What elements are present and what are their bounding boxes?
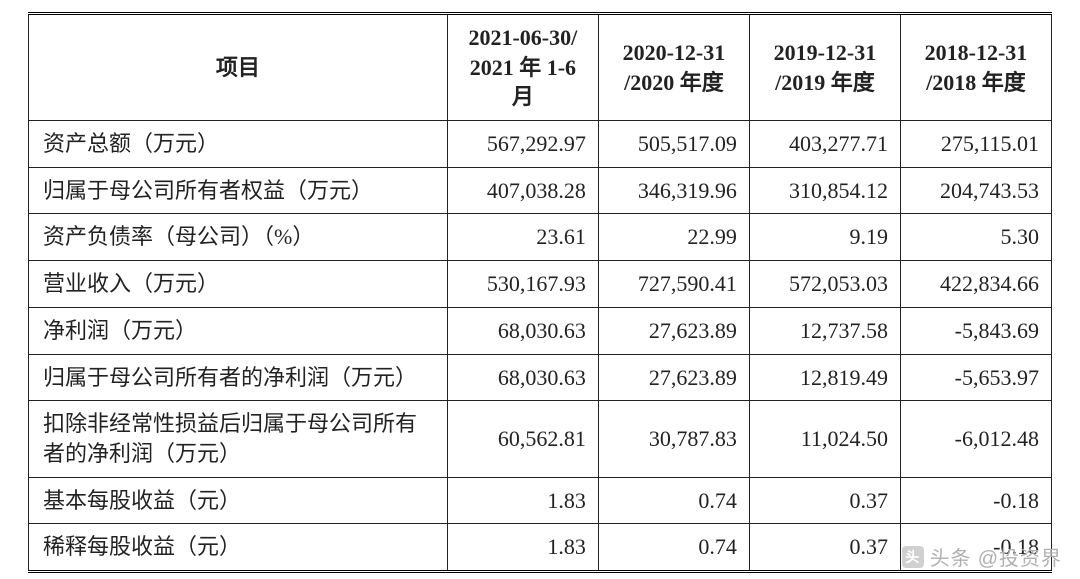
cell-value: 422,834.66 [900,261,1051,308]
table-row: 净利润（万元）68,030.6327,623.8912,737.58-5,843… [29,307,1052,354]
table-row: 营业收入（万元）530,167.93727,590.41572,053.0342… [29,261,1052,308]
row-label: 资产总额（万元） [29,121,448,168]
table-body: 资产总额（万元）567,292.97505,517.09403,277.7127… [29,121,1052,572]
col-header-2019: 2019-12-31 /2019 年度 [749,14,900,121]
cell-value: 407,038.28 [447,167,598,214]
col-header-2020-l1: 2020-12-31 [623,40,726,65]
col-header-2018-l1: 2018-12-31 [925,40,1028,65]
financial-table: 项目 2021-06-30/ 2021 年 1-6 月 2020-12-31 /… [28,12,1052,573]
cell-value: 68,030.63 [447,354,598,401]
cell-value: 27,623.89 [598,307,749,354]
table-row: 资产总额（万元）567,292.97505,517.09403,277.7127… [29,121,1052,168]
cell-value: 403,277.71 [749,121,900,168]
cell-value: 310,854.12 [749,167,900,214]
cell-value: 204,743.53 [900,167,1051,214]
cell-value: -0.18 [900,524,1051,572]
col-header-item-label: 项目 [216,55,260,80]
cell-value: 22.99 [598,214,749,261]
row-label: 归属于母公司所有者的净利润（万元） [29,354,448,401]
col-header-2020-l2: /2020 年度 [624,70,724,95]
cell-value: 567,292.97 [447,121,598,168]
row-label: 归属于母公司所有者权益（万元） [29,167,448,214]
table-row: 资产负债率（母公司）（%）23.6122.999.195.30 [29,214,1052,261]
cell-value: 0.74 [598,477,749,524]
cell-value: 0.74 [598,524,749,572]
col-header-2018: 2018-12-31 /2018 年度 [900,14,1051,121]
cell-value: 572,053.03 [749,261,900,308]
row-label: 扣除非经常性损益后归属于母公司所有者的净利润（万元） [29,401,448,477]
cell-value: 505,517.09 [598,121,749,168]
table-header-row: 项目 2021-06-30/ 2021 年 1-6 月 2020-12-31 /… [29,14,1052,121]
cell-value: 12,737.58 [749,307,900,354]
cell-value: -5,653.97 [900,354,1051,401]
row-label: 营业收入（万元） [29,261,448,308]
cell-value: 60,562.81 [447,401,598,477]
col-header-2021-l1: 2021-06-30/ [468,25,577,50]
cell-value: 346,319.96 [598,167,749,214]
table-row: 归属于母公司所有者权益（万元）407,038.28346,319.96310,8… [29,167,1052,214]
col-header-item: 项目 [29,14,448,121]
cell-value: 530,167.93 [447,261,598,308]
row-label: 基本每股收益（元） [29,477,448,524]
cell-value: 9.19 [749,214,900,261]
row-label: 净利润（万元） [29,307,448,354]
financial-table-container: 项目 2021-06-30/ 2021 年 1-6 月 2020-12-31 /… [0,0,1080,573]
cell-value: 275,115.01 [900,121,1051,168]
table-row: 稀释每股收益（元）1.830.740.37-0.18 [29,524,1052,572]
row-label: 稀释每股收益（元） [29,524,448,572]
cell-value: -0.18 [900,477,1051,524]
col-header-2021: 2021-06-30/ 2021 年 1-6 月 [447,14,598,121]
cell-value: 68,030.63 [447,307,598,354]
col-header-2019-l1: 2019-12-31 [774,40,877,65]
col-header-2021-l2: 2021 年 1-6 月 [470,55,576,110]
cell-value: 0.37 [749,524,900,572]
cell-value: 727,590.41 [598,261,749,308]
col-header-2020: 2020-12-31 /2020 年度 [598,14,749,121]
table-row: 扣除非经常性损益后归属于母公司所有者的净利润（万元）60,562.8130,78… [29,401,1052,477]
cell-value: 27,623.89 [598,354,749,401]
col-header-2019-l2: /2019 年度 [775,70,875,95]
col-header-2018-l2: /2018 年度 [926,70,1026,95]
cell-value: 1.83 [447,524,598,572]
cell-value: -5,843.69 [900,307,1051,354]
table-row: 基本每股收益（元）1.830.740.37-0.18 [29,477,1052,524]
row-label: 资产负债率（母公司）（%） [29,214,448,261]
cell-value: 5.30 [900,214,1051,261]
cell-value: -6,012.48 [900,401,1051,477]
cell-value: 11,024.50 [749,401,900,477]
cell-value: 23.61 [447,214,598,261]
cell-value: 1.83 [447,477,598,524]
cell-value: 0.37 [749,477,900,524]
cell-value: 12,819.49 [749,354,900,401]
table-row: 归属于母公司所有者的净利润（万元）68,030.6327,623.8912,81… [29,354,1052,401]
cell-value: 30,787.83 [598,401,749,477]
